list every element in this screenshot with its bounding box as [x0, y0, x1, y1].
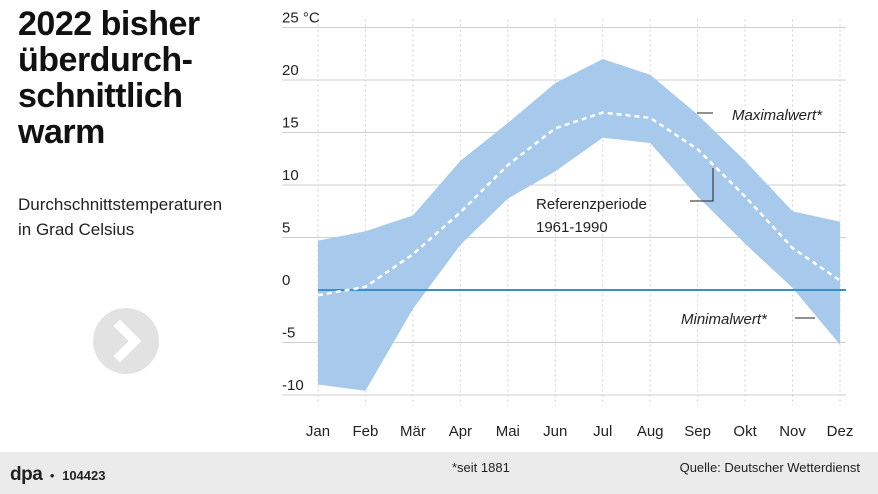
subtitle-line: Durchschnittstemperaturen — [18, 195, 223, 214]
headline-line: warm — [18, 113, 105, 151]
headline-line: schnittlich — [18, 77, 183, 115]
reference-leader-line — [690, 168, 714, 202]
x-tick-label: Okt — [733, 423, 757, 440]
dpa-logo: dpa — [10, 464, 43, 485]
brand: dpa • 104423 — [10, 464, 105, 486]
x-tick-label: Feb — [353, 423, 379, 440]
x-tick-label: Aug — [637, 423, 664, 440]
x-tick-label: Mai — [496, 423, 520, 440]
subtitle-line: in Grad Celsius — [18, 220, 135, 239]
next-button[interactable] — [93, 308, 159, 374]
x-tick-label: Jan — [306, 423, 330, 440]
footer: dpa • 104423 *seit 1881 Quelle: Deutsche… — [0, 452, 878, 494]
graphic-id: 104423 — [62, 468, 106, 483]
max-annotation: Maximalwert* — [732, 107, 823, 124]
temperature-chart: 25 °C 20 15 10 5 0 -5 -10 Jan Feb Mär Apr Mai Jun Jul A… — [282, 10, 854, 440]
temperature-range-band — [318, 59, 840, 391]
x-tick-label: Mär — [400, 423, 426, 440]
y-tick-label: 10 — [282, 167, 299, 184]
y-tick-label: 5 — [282, 220, 290, 237]
x-tick-label: Apr — [449, 423, 472, 440]
headline-line: überdurch- — [18, 41, 193, 79]
y-tick-label: -10 — [282, 377, 304, 394]
headline-line: 2022 bisher — [18, 5, 200, 43]
x-tick-label: Nov — [779, 423, 806, 440]
source-credit: Quelle: Deutscher Wetterdienst — [679, 460, 860, 475]
min-annotation: Minimalwert* — [681, 311, 768, 328]
reference-annotation: 1961-1990 — [536, 219, 608, 236]
subtitle: Durchschnittstemperaturen in Grad Celsiu… — [18, 192, 278, 242]
y-tick-label: 20 — [282, 62, 299, 79]
y-tick-label: -5 — [282, 325, 295, 342]
x-tick-label: Sep — [684, 423, 711, 440]
reference-annotation: Referenzperiode — [536, 196, 647, 213]
footnote: *seit 1881 — [452, 460, 510, 475]
headline: 2022 bisher überdurch- schnittlich warm — [18, 6, 258, 150]
x-tick-label: Jun — [543, 423, 567, 440]
y-tick-label: 25 °C — [282, 10, 320, 27]
separator-dot: • — [49, 468, 55, 483]
chevron-right-icon — [113, 319, 142, 363]
y-tick-label: 15 — [282, 115, 299, 132]
x-tick-label: Jul — [593, 423, 612, 440]
y-tick-label: 0 — [282, 272, 290, 289]
x-tick-label: Dez — [827, 423, 854, 440]
